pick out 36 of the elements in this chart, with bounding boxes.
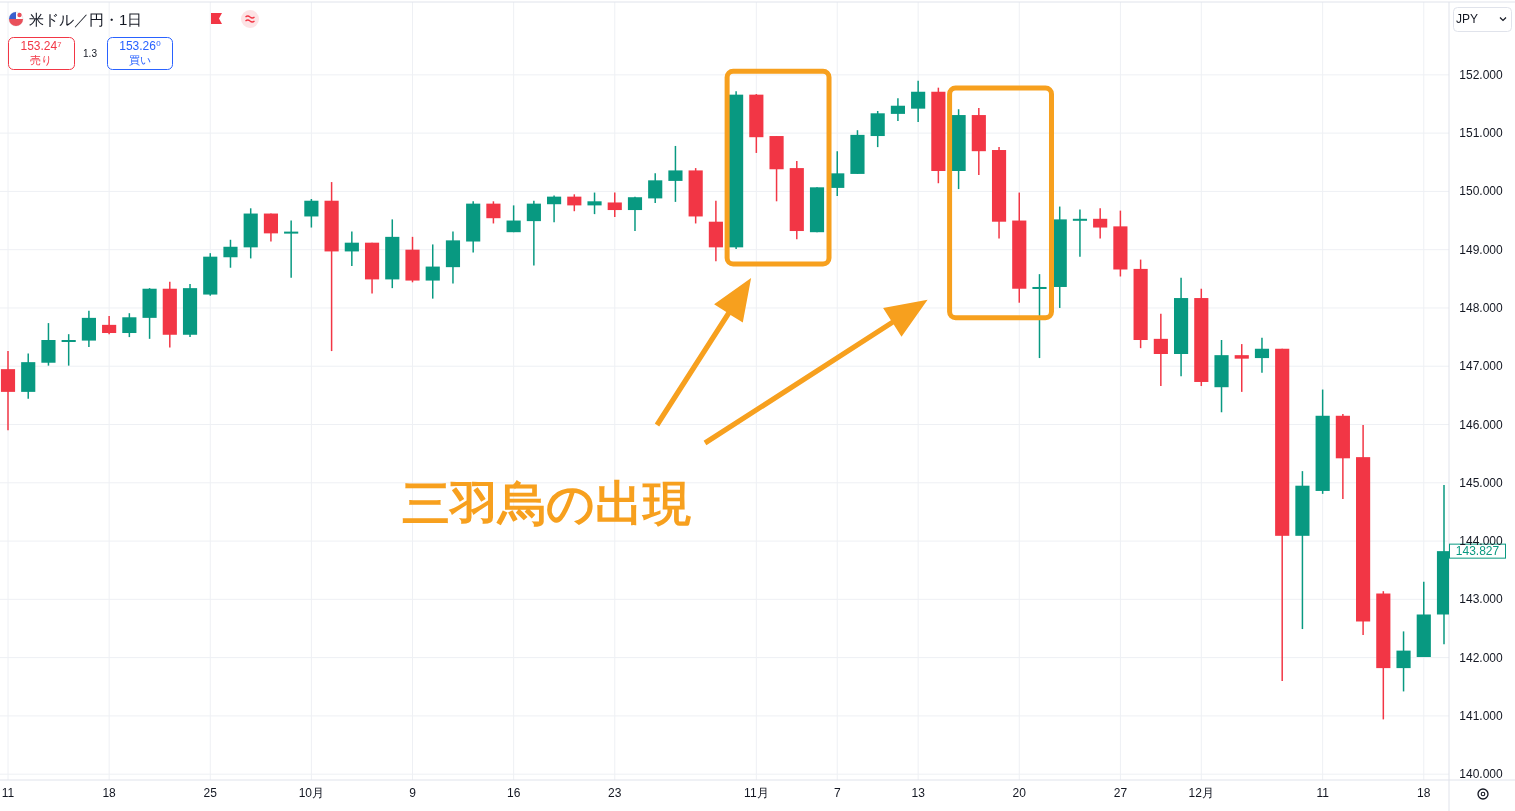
y-tick-label: 149.000	[1459, 242, 1503, 257]
y-tick-label: 143.000	[1459, 592, 1503, 607]
x-tick-label: 11	[1316, 786, 1329, 800]
x-tick-label: 9	[409, 786, 416, 800]
x-tick-label: 20	[1012, 786, 1026, 800]
x-tick-label: 7	[833, 786, 841, 800]
annotation: 153.24⁷	[20, 39, 62, 53]
last-price: 143.827	[1455, 544, 1500, 559]
y-tick-label: 142.000	[1459, 650, 1503, 665]
y-tick-label: 146.000	[1459, 417, 1503, 432]
y-tick-label: 152.000	[1459, 67, 1503, 82]
x-tick-label: 12月	[1188, 786, 1214, 800]
y-tick-label: 147.000	[1459, 359, 1503, 374]
x-tick-label: 10月	[298, 786, 325, 800]
x-tick-label: 27	[1113, 786, 1128, 800]
title: 米ドル／円・1日	[29, 10, 143, 28]
annotation: 1.3	[83, 47, 97, 59]
x-tick-label: 11	[1, 786, 15, 800]
annotation: 買い	[129, 54, 151, 66]
x-tick-label: 13	[911, 786, 925, 800]
y-tick-label: 140.000	[1459, 767, 1503, 782]
x-tick-label: 23	[608, 786, 622, 800]
x-tick-label: 16	[506, 786, 521, 800]
annotation: 売り	[30, 54, 52, 66]
y-tick-label: 148.000	[1459, 300, 1503, 315]
y-tick-label: 150.000	[1459, 184, 1503, 199]
annotation: 153.26⁰	[119, 39, 161, 53]
x-tick-label: 25	[203, 786, 217, 800]
annotation: JPY	[1456, 12, 1478, 26]
x-tick-label: 18	[102, 786, 116, 800]
y-tick-label: 151.000	[1459, 126, 1503, 141]
y-tick-label: 145.000	[1459, 475, 1503, 490]
x-tick-label: 18	[1417, 786, 1431, 800]
y-tick-label: 141.000	[1459, 708, 1503, 723]
x-tick-label: 11月	[744, 786, 769, 800]
annotation: 三羽烏の出現	[401, 476, 691, 530]
